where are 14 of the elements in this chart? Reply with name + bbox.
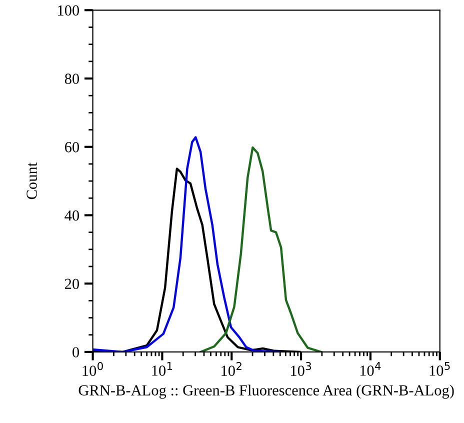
y-tick-label: 40 bbox=[64, 210, 80, 221]
x-tick-label: 10$^{4}$ bbox=[360, 362, 381, 376]
y-tick-label: 60 bbox=[64, 142, 80, 152]
x-axis-title: GRN-B-ALog :: Green-B Fluorescence Area (GRN-B-ALog) bbox=[78, 384, 454, 399]
y-tick-label: 100 bbox=[58, 5, 80, 16]
x-tick-label: 10$^{0}$ bbox=[82, 362, 103, 376]
x-tick-label: 10$^{1}$ bbox=[152, 362, 172, 376]
y-tick-label: 20 bbox=[65, 278, 80, 290]
x-tick-label: 10$^{3}$ bbox=[291, 362, 312, 376]
x-tick-label: 10$^{5}$ bbox=[430, 362, 450, 376]
y-tick-label: 80 bbox=[64, 74, 80, 84]
y-tick-label: 0 bbox=[72, 347, 80, 358]
y-axis-title: Count bbox=[26, 162, 37, 200]
x-tick-label: 10$^{2}$ bbox=[222, 362, 242, 376]
